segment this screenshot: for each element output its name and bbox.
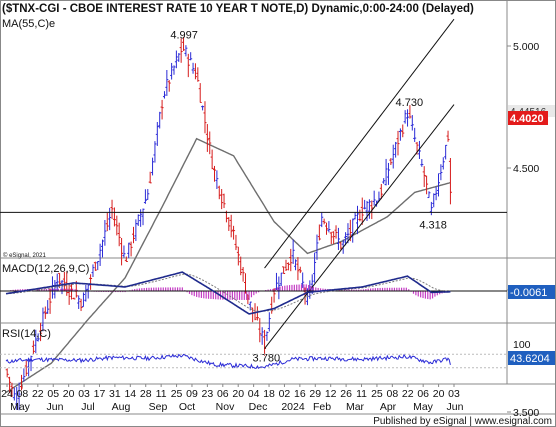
channel-line-lower — [264, 104, 455, 349]
macd-value-badge: -0.0061 — [508, 285, 555, 299]
price-annotations: 4.997 4.730 3.780 4.318 — [170, 30, 447, 365]
x-month-label: Feb — [313, 401, 331, 413]
publisher-credit: Published by eSignal | www.esignal.com — [373, 416, 552, 427]
last-price-badge: 4.4020 — [508, 111, 548, 125]
x-day-label: 17 — [94, 388, 106, 400]
x-month-label: 2024 — [281, 401, 305, 413]
x-day-label: 14 — [124, 388, 136, 400]
chart-title: ($TNX-CGI - CBOE INTEREST RATE 10 YEAR T… — [2, 3, 474, 15]
x-day-label: 22 — [402, 388, 414, 400]
rsi-lines — [0, 353, 507, 370]
macd-value-text: -0.0061 — [510, 287, 547, 299]
x-day-label: 26 — [340, 388, 352, 400]
peak-label-4997: 4.997 — [170, 30, 198, 42]
price-y-tick-label: 5.000 — [513, 41, 539, 53]
last-price-text: 4.4020 — [510, 113, 544, 125]
ma55-polyline — [5, 137, 451, 394]
macd-histogram — [7, 284, 450, 300]
x-day-label: 05 — [47, 388, 59, 400]
x-day-label: 02 — [279, 388, 291, 400]
ma55-line — [5, 137, 451, 394]
macd-lines — [0, 271, 507, 315]
x-day-label: 29 — [309, 388, 321, 400]
x-day-label: 18 — [263, 388, 275, 400]
rsi-line — [5, 353, 451, 370]
rsi-y-tick-label: 100 — [513, 339, 531, 351]
x-month-label: Oct — [179, 401, 195, 413]
rsi-value-text: 43.6204 — [510, 353, 550, 365]
trough-label-3780: 3.780 — [253, 353, 281, 365]
x-day-label: 03 — [78, 388, 90, 400]
x-day-label: 25 — [371, 388, 383, 400]
x-day-label: 20 — [63, 388, 75, 400]
x-day-label: 28 — [140, 388, 152, 400]
price-candles — [5, 36, 452, 411]
x-day-label: 08 — [17, 388, 29, 400]
x-day-label: 06 — [417, 388, 429, 400]
x-month-label: Nov — [216, 401, 235, 413]
macd-label: MACD(12,26,9,C) — [2, 263, 89, 275]
x-day-label: 20 — [433, 388, 445, 400]
x-month-label: May — [10, 401, 31, 413]
x-day-label: 24 — [1, 388, 13, 400]
peak-label-4730: 4.730 — [396, 97, 424, 109]
rsi-label: RSI(14,C) — [2, 328, 51, 340]
x-month-label: Mar — [346, 401, 365, 413]
x-month-label: Jun — [447, 401, 464, 413]
x-day-label: 16 — [294, 388, 306, 400]
channel-line-upper — [264, 18, 455, 269]
x-axis: 24 08 22 05 20 03 17 31 14 28 11 25 09 23 06 20 04 18 02 16… — [1, 384, 464, 413]
x-day-label: 12 — [325, 388, 337, 400]
x-day-label: 11 — [356, 388, 367, 400]
x-month-label: Jun — [47, 401, 64, 413]
x-day-label: 06 — [217, 388, 229, 400]
x-day-label: 11 — [156, 388, 167, 400]
x-day-label: 31 — [109, 388, 121, 400]
x-month-label: Sep — [149, 401, 168, 413]
x-day-label: 25 — [171, 388, 183, 400]
x-month-label: Dec — [249, 401, 268, 413]
price-y-tick-label: 4.500 — [513, 163, 539, 175]
x-day-label: 22 — [32, 388, 44, 400]
x-day-label: 09 — [186, 388, 198, 400]
macd-line — [5, 271, 451, 315]
trough-label-4318: 4.318 — [419, 219, 447, 231]
x-month-label: Aug — [112, 401, 131, 413]
x-day-label: 04 — [248, 388, 260, 400]
rsi-value-badge: 43.6204 — [508, 351, 555, 365]
price-y-tick-label: 3.500 — [513, 407, 539, 419]
rsi-y-ticks: 100 — [513, 339, 531, 351]
esignal-watermark: © eSignal, 2021 — [3, 252, 46, 259]
x-day-label: 03 — [448, 388, 460, 400]
x-day-label: 08 — [387, 388, 399, 400]
x-month-label: Apr — [380, 401, 397, 413]
trend-channel — [264, 18, 455, 349]
x-month-label: May — [413, 401, 434, 413]
x-day-label: 23 — [202, 388, 214, 400]
ma-label: MA(55,C)e — [2, 18, 55, 30]
x-month-label: Jul — [81, 401, 94, 413]
x-day-label: 20 — [232, 388, 244, 400]
